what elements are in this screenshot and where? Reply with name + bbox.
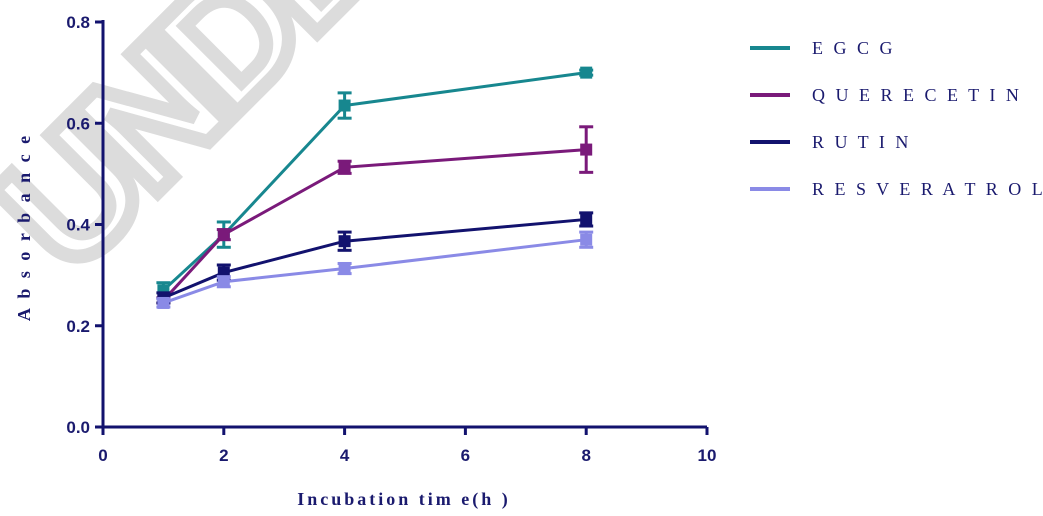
series-line: [162, 238, 587, 305]
y-tick-label: 0.8: [66, 13, 90, 32]
data-point: [580, 66, 593, 79]
series-2: [156, 211, 594, 305]
x-tick-label: 6: [461, 446, 470, 465]
x-axis-title: Incubation tim e(h ): [297, 489, 511, 510]
legend-label: R U T I N: [812, 132, 911, 152]
data-point: [580, 143, 593, 156]
y-axis-title: A b s o r b a n c e: [14, 133, 34, 321]
chart-series: [156, 66, 594, 309]
data-point: [580, 233, 593, 246]
legend-label: E G C G: [812, 38, 896, 58]
x-tick-label: 0: [98, 446, 107, 465]
y-tick-label: 0.0: [66, 418, 90, 437]
series-line: [162, 217, 587, 300]
x-tick-label: 4: [340, 446, 350, 465]
series-line: [162, 148, 587, 302]
series-line: [162, 71, 587, 292]
data-point: [338, 161, 351, 174]
series-3: [156, 230, 594, 309]
chart-legend: E G C G Q U E R E C E T I N R U T I N R E S…: [750, 38, 1043, 199]
chart-axes: 0.0 0.2 0.4 0.6 0.8 0 2 4 6 8 10: [66, 13, 716, 465]
data-point: [338, 262, 351, 275]
x-tick-label: 10: [698, 446, 717, 465]
data-point: [580, 213, 593, 226]
x-tick-label: 8: [581, 446, 590, 465]
legend-label: Q U E R E C E T I N: [812, 85, 1022, 105]
data-point: [157, 296, 170, 309]
data-point: [217, 228, 230, 241]
x-tick-label: 2: [219, 446, 228, 465]
y-tick-label: 0.4: [66, 216, 90, 235]
legend-label: R E S V E R A T R O L: [812, 179, 1043, 199]
data-point: [217, 275, 230, 288]
y-tick-label: 0.2: [66, 317, 90, 336]
data-point: [338, 235, 351, 248]
data-point: [338, 99, 351, 112]
y-tick-label: 0.6: [66, 114, 90, 133]
